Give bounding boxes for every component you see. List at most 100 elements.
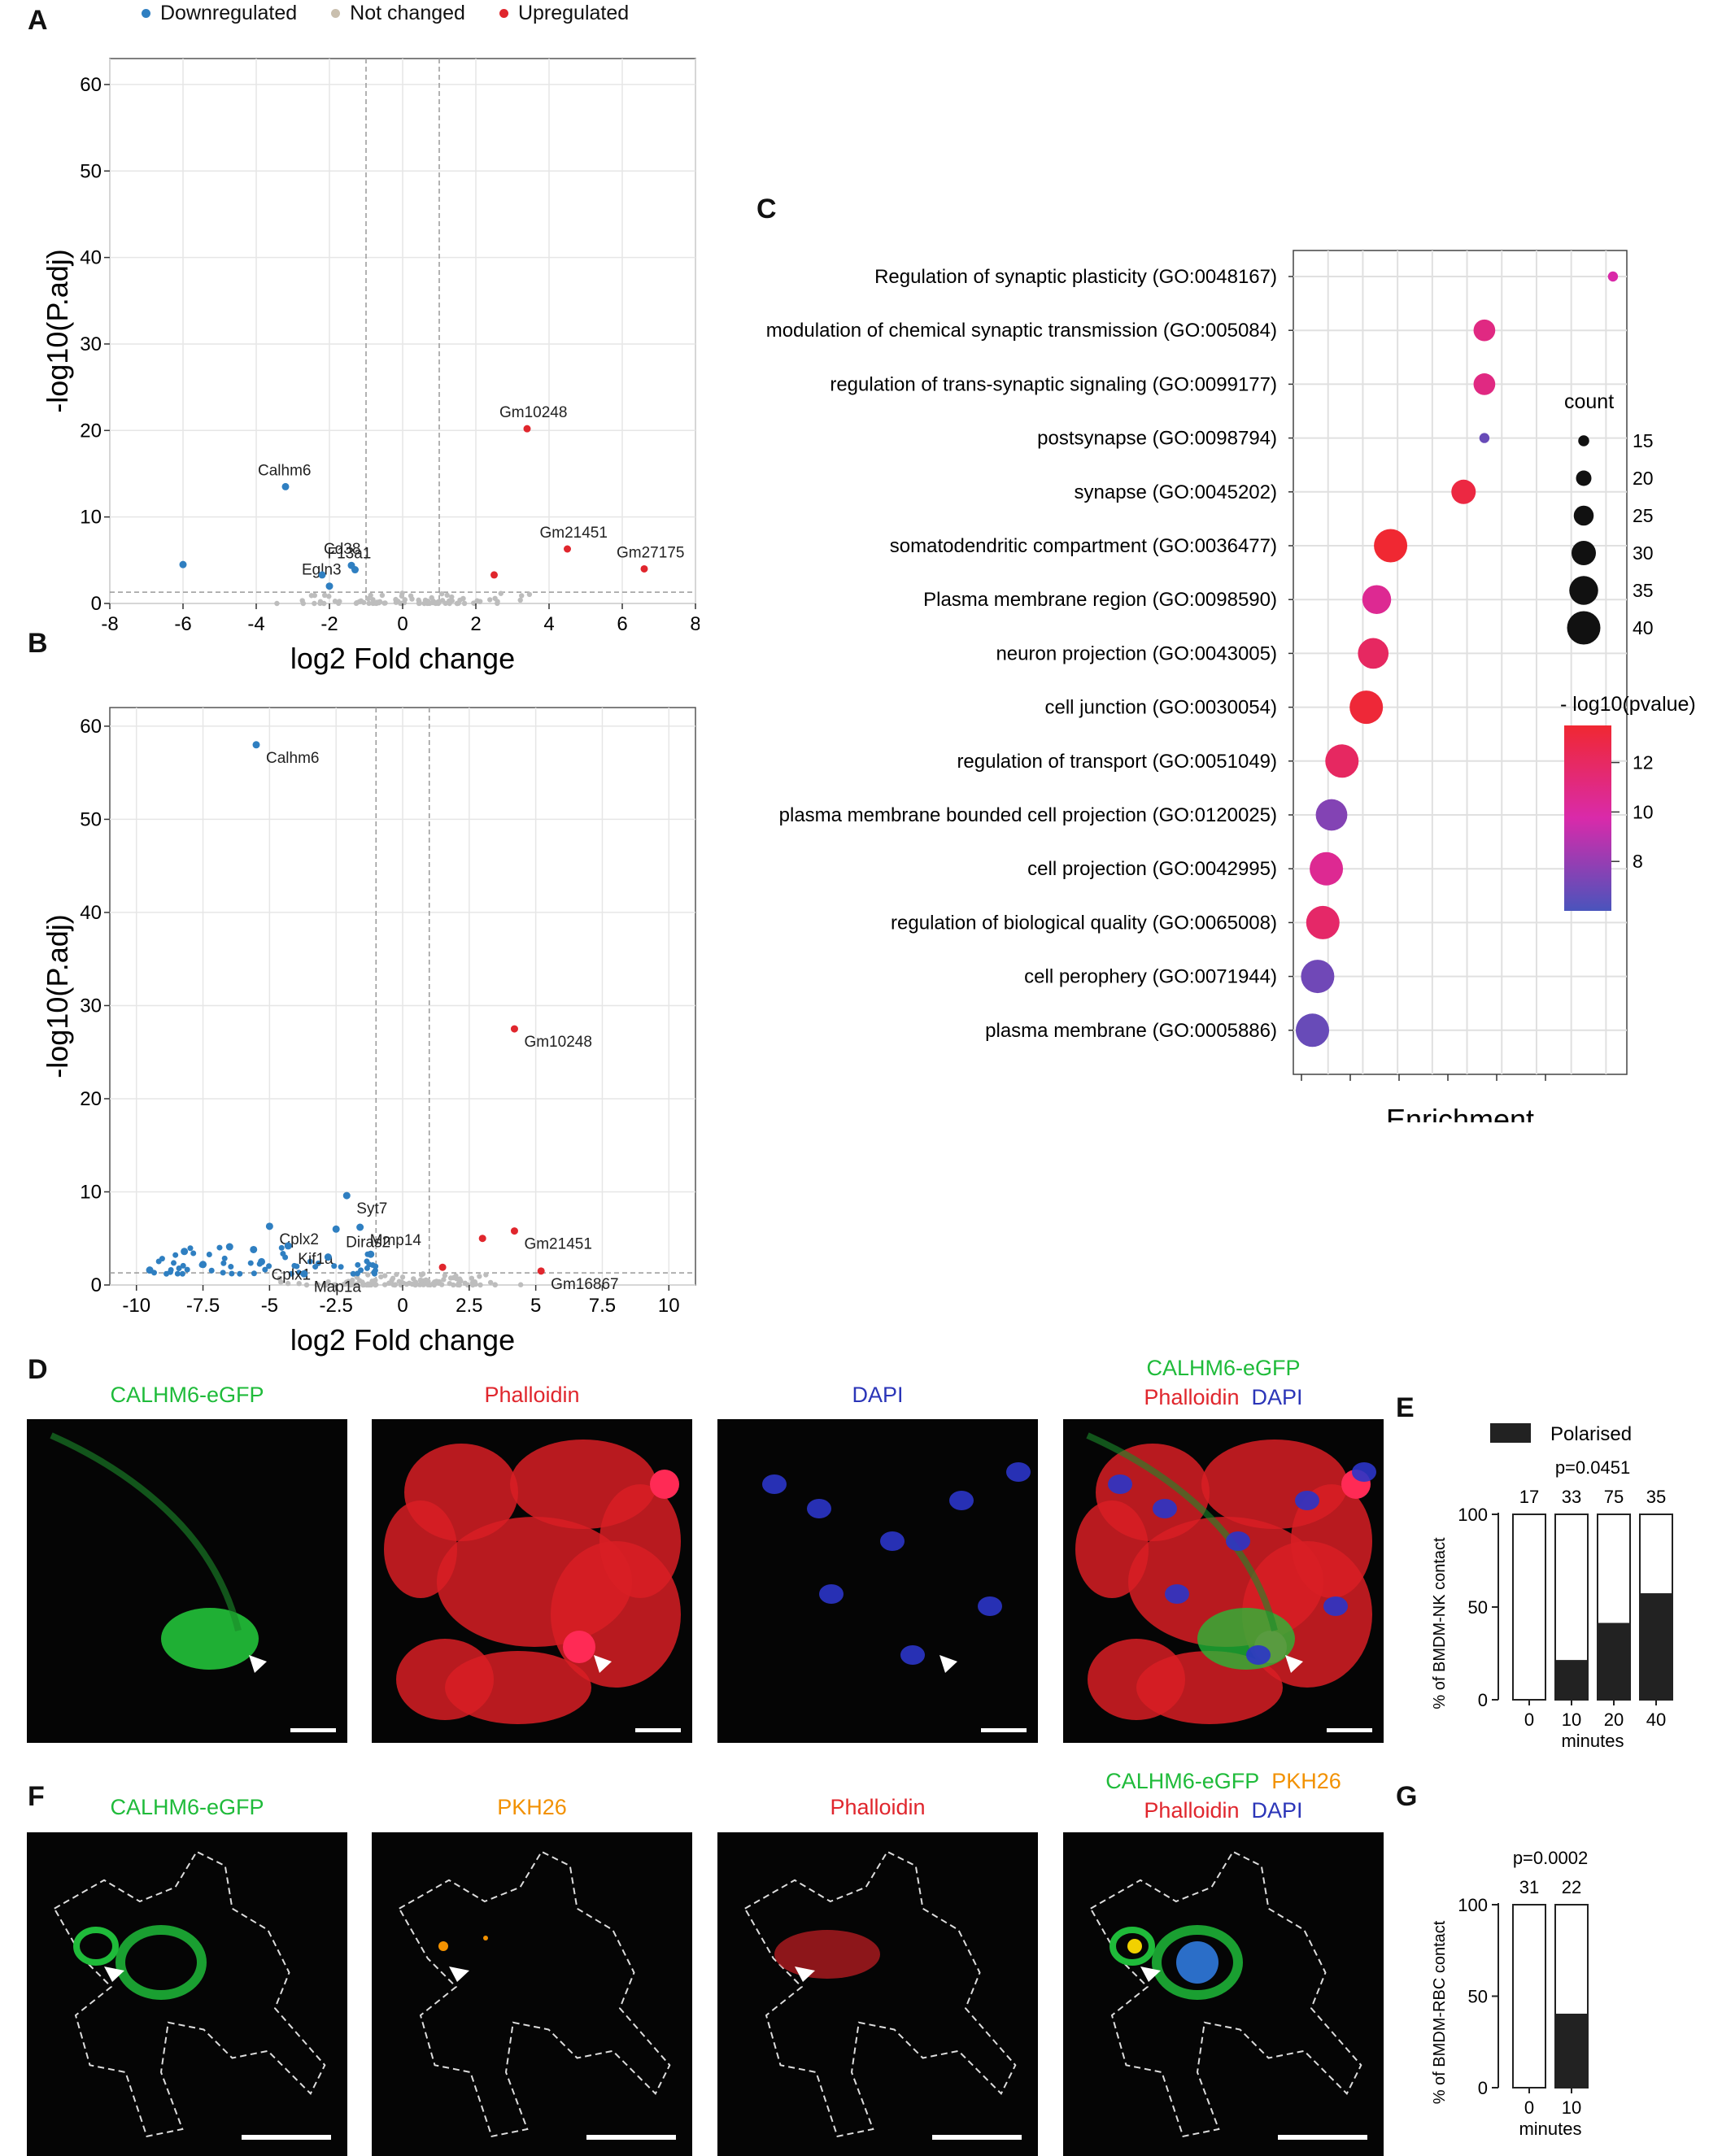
point-down	[190, 1250, 197, 1257]
y-tick-label: 100	[1458, 1505, 1488, 1525]
micrograph-image	[717, 1832, 1038, 2156]
x-tick-label: 0	[397, 613, 408, 635]
legend-not-changed-label: Not changed	[350, 2, 465, 24]
point-down	[371, 1270, 377, 1276]
point-not-changed	[427, 600, 433, 607]
y-tick-label: 0	[1478, 2078, 1488, 2098]
arrowhead	[1285, 1655, 1303, 1673]
y-tick-label: 10	[80, 507, 102, 529]
x-tick-label: -5	[261, 1295, 278, 1317]
p-value-label: p=0.0002	[1513, 1848, 1588, 1868]
point-down	[172, 1252, 179, 1258]
point-not-changed	[386, 1280, 392, 1286]
point-not-changed	[350, 1277, 355, 1283]
point-not-changed	[444, 592, 450, 599]
point-not-changed	[408, 593, 414, 599]
plot-frame	[1293, 250, 1628, 1075]
point-not-changed	[358, 598, 364, 604]
point-down	[266, 1263, 272, 1270]
point-down	[364, 1265, 370, 1271]
scale-bar	[932, 2135, 1022, 2140]
point-down	[350, 1270, 356, 1277]
point-not-changed	[346, 1278, 351, 1284]
arrowhead	[594, 1655, 612, 1673]
point-down	[294, 1263, 300, 1270]
micrograph-image	[717, 1419, 1038, 1743]
y-tick-label: 0	[91, 1274, 102, 1296]
point-not-changed	[456, 1276, 463, 1282]
point-down	[206, 1252, 212, 1258]
image-background	[27, 1832, 347, 2156]
legend-downregulated-label: Downregulated	[160, 2, 298, 24]
go-term-label: plasma membrane (GO:0005886)	[985, 1020, 1277, 1042]
point-not-changed	[315, 1282, 321, 1288]
bar-n-label: 75	[1604, 1487, 1624, 1507]
point-down	[225, 1243, 233, 1251]
point-not-changed	[394, 1271, 399, 1278]
point-not-changed	[403, 1281, 410, 1287]
point-not-changed	[321, 1282, 327, 1288]
point-not-changed	[487, 597, 493, 603]
panel-label-a: A	[28, 5, 48, 36]
point-up	[490, 571, 498, 579]
dapi-nucleus	[807, 1499, 831, 1518]
dapi-nucleus	[1352, 1462, 1376, 1482]
point-not-changed	[321, 592, 328, 599]
micrograph-title: DAPI	[852, 1383, 904, 1407]
point-not-changed	[455, 600, 460, 607]
gene-label-map1a: Map1a	[314, 1278, 362, 1296]
phalloidin-signal	[1075, 1500, 1149, 1598]
go-term-label: Regulation of synaptic plasticity (GO:00…	[874, 266, 1277, 288]
size-legend-label: 25	[1633, 505, 1654, 526]
color-legend-title: - log10(pvalue)	[1560, 693, 1696, 716]
size-legend-label: 20	[1633, 468, 1654, 489]
bar-polarised	[1554, 1660, 1589, 1701]
point-not-changed	[456, 1282, 463, 1288]
point-not-changed	[366, 1282, 372, 1288]
y-tick-label: 50	[1468, 1597, 1488, 1618]
point-not-changed	[312, 592, 317, 599]
merge-label-phalloidin: Phalloidin	[1144, 1798, 1240, 1823]
bar-total	[1512, 1514, 1546, 1701]
point-not-changed	[433, 600, 438, 607]
micrograph-row-d: CALHM6-eGFP Phalloidin DAPI CALHM6-eGFP Phal…	[0, 1350, 1384, 1749]
p-value-label: p=0.0451	[1555, 1457, 1630, 1478]
x-tick-label: 20	[1604, 1710, 1624, 1730]
point-down	[146, 1266, 154, 1274]
bar-polarised	[1639, 1593, 1673, 1701]
y-tick-label: 30	[80, 995, 102, 1017]
point-not-changed	[447, 600, 452, 607]
y-tick-label: 60	[80, 74, 102, 96]
scale-bar	[290, 1728, 336, 1732]
y-axis-label: -log10(P.adj)	[41, 914, 74, 1078]
image-background	[27, 1419, 347, 1743]
point-not-changed	[365, 1272, 371, 1278]
bar-n-label: 35	[1646, 1487, 1666, 1507]
dapi-nucleus	[1295, 1491, 1319, 1510]
point-not-changed	[425, 1282, 431, 1287]
x-tick-label: -10	[122, 1295, 150, 1317]
legend-label-polarised: Polarised	[1550, 1423, 1632, 1445]
point-down	[295, 1270, 302, 1276]
x-tick-label: -2	[320, 613, 338, 635]
point-not-changed	[321, 600, 327, 607]
gene-label-syt7: Syt7	[356, 1200, 387, 1217]
go-term-dot	[1310, 852, 1344, 886]
y-tick-label: 50	[80, 808, 102, 830]
x-tick-label: -6	[174, 613, 191, 635]
point-not-changed	[453, 1273, 459, 1278]
bar-chart-e: 0 50 100 % of BMDM-NK contact 17 0 33 10 75 20 35 4…	[1431, 1423, 1673, 1751]
dapi-nucleus	[1323, 1596, 1348, 1616]
x-tick-label: 2.5	[456, 1295, 482, 1317]
point-down	[250, 1245, 258, 1253]
point-down	[216, 1244, 223, 1251]
point-not-changed	[399, 590, 405, 596]
point-egln3	[325, 582, 334, 590]
point-down	[176, 1265, 182, 1272]
gene-label-mmp14: Mmp14	[370, 1232, 422, 1249]
point-not-changed	[277, 1275, 282, 1282]
dapi-nucleus	[819, 1584, 844, 1604]
point-not-changed	[477, 1274, 482, 1279]
dapi-nucleus	[1176, 1941, 1218, 1984]
point-not-changed	[498, 590, 504, 596]
